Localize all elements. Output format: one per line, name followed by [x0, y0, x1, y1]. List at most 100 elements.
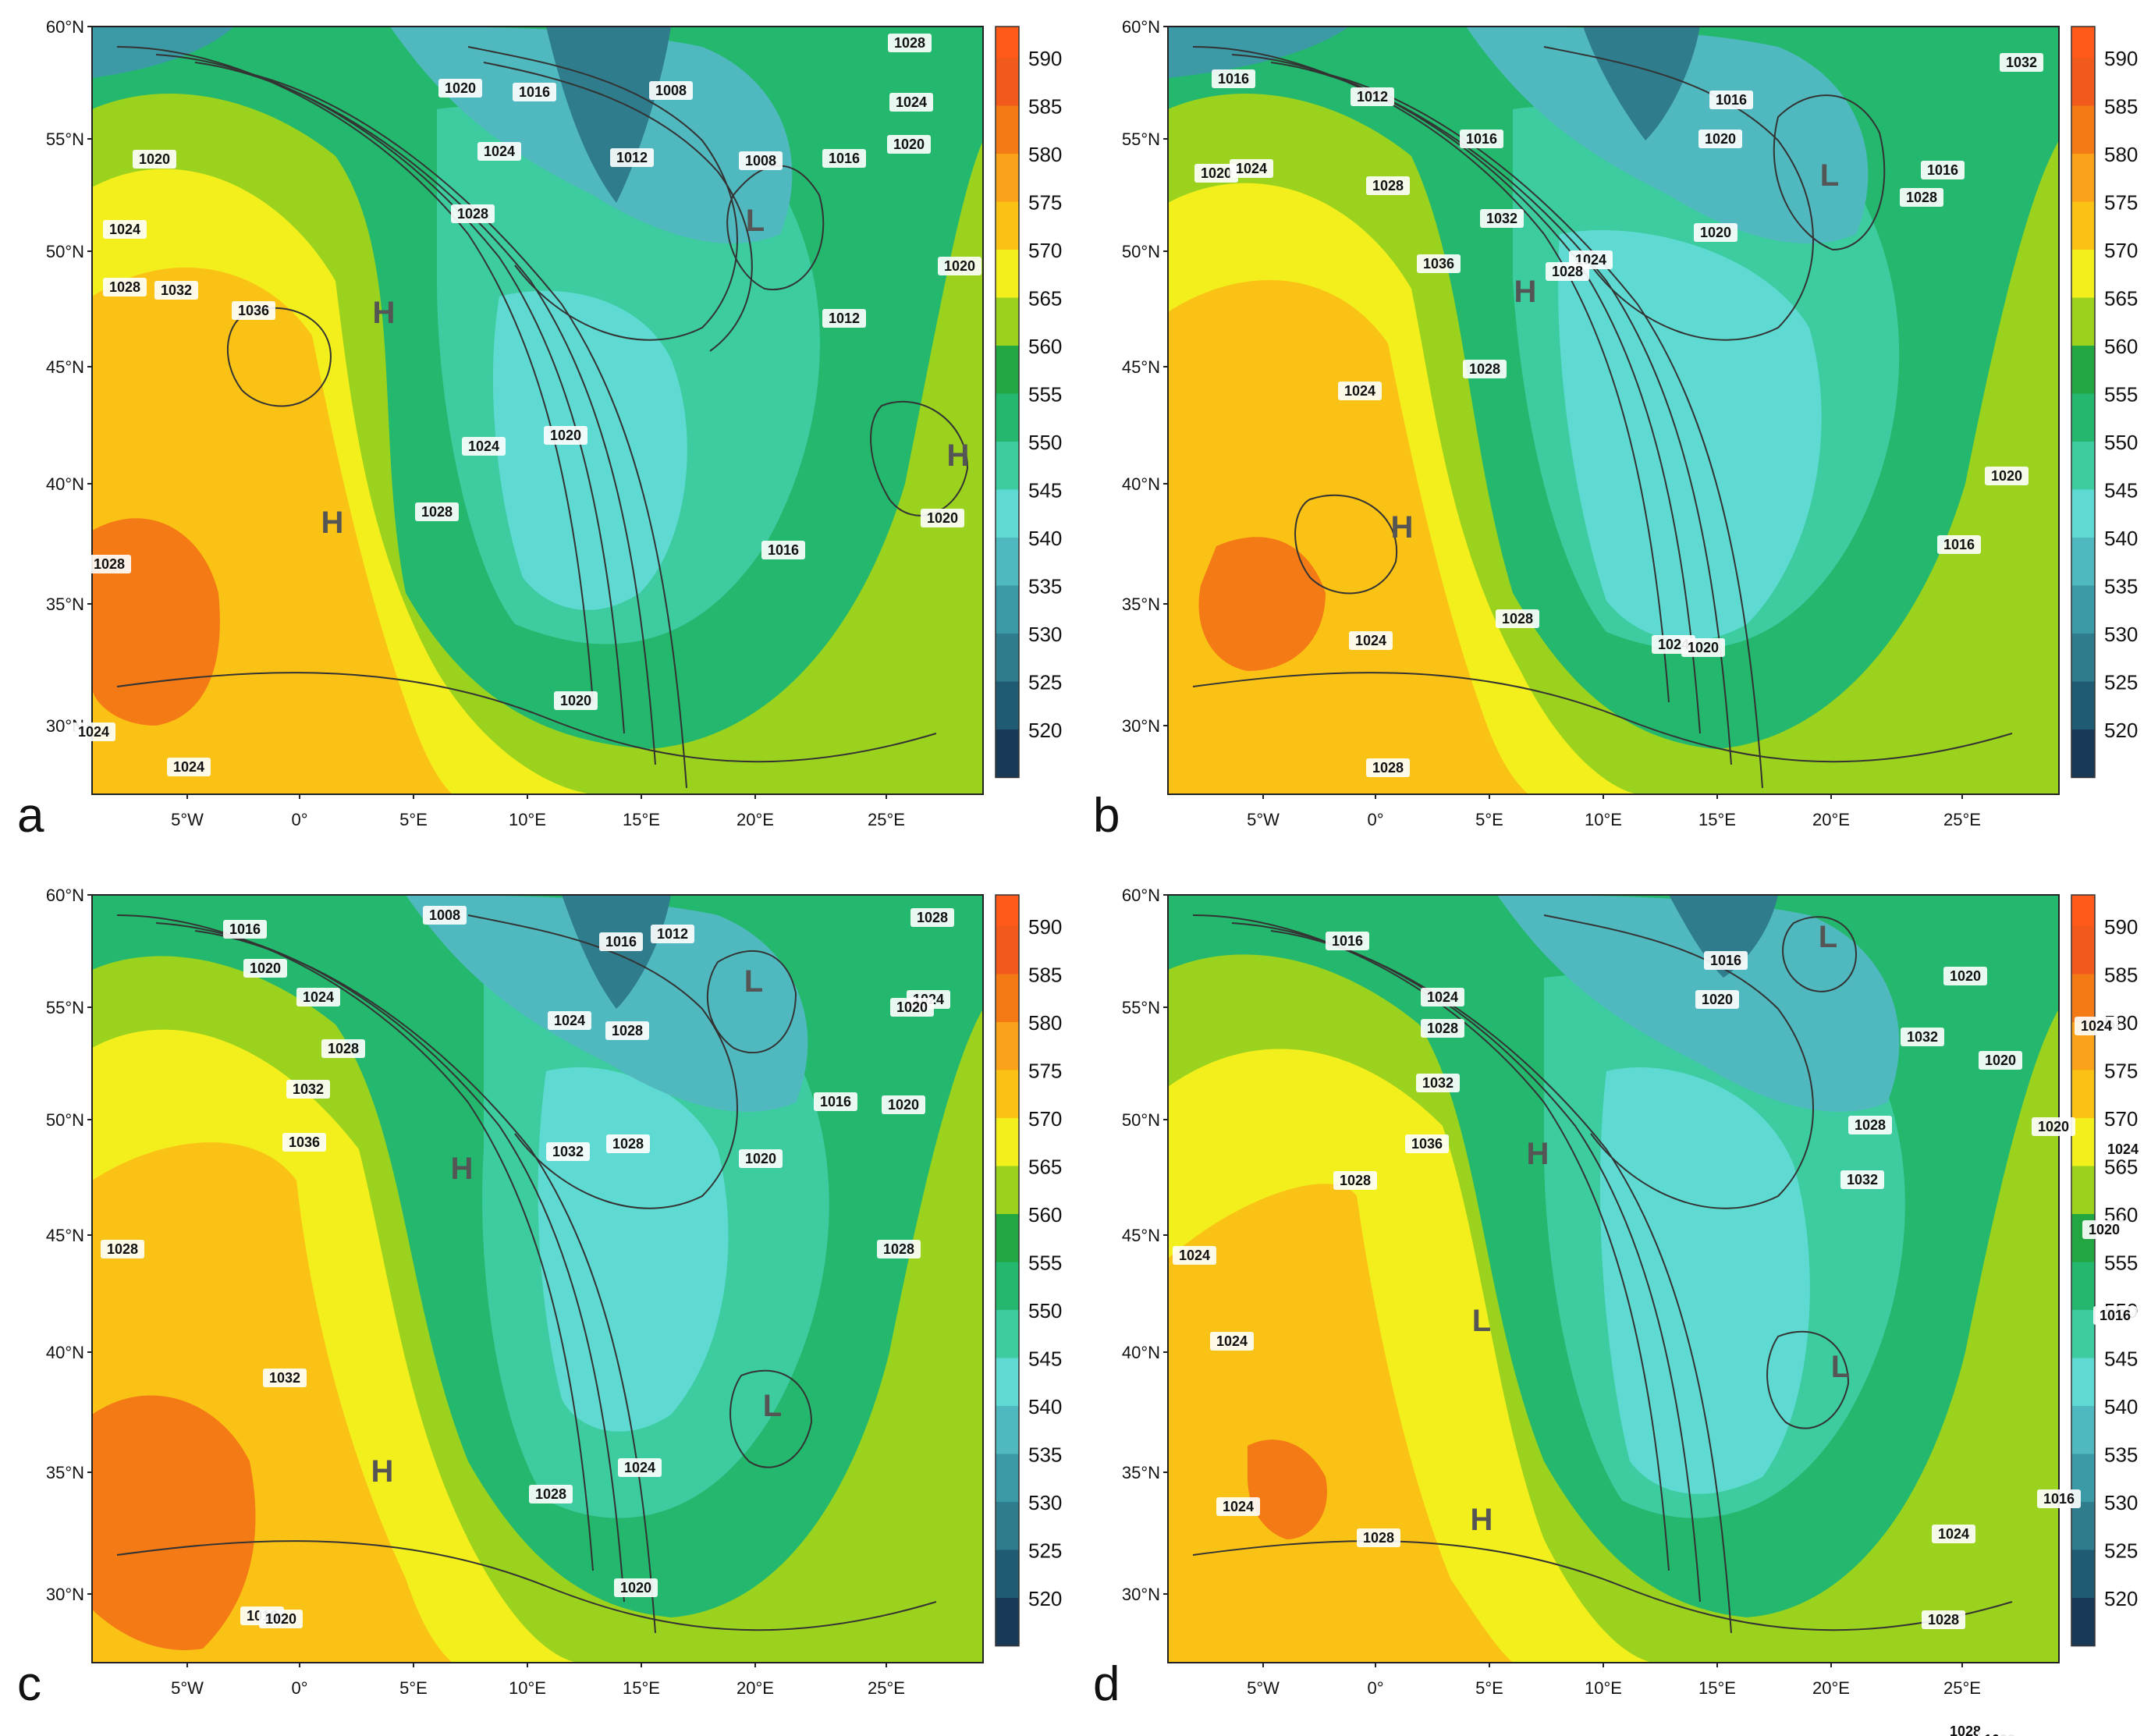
pressure-label: 1024 [618, 1458, 662, 1477]
colorbar-swatch [2071, 1502, 2095, 1550]
svg-text:1020: 1020 [1700, 225, 1731, 240]
panel-letter: b [1093, 789, 1120, 843]
pressure-label: 1024 [167, 758, 211, 776]
lon-label: 5°W [171, 1678, 204, 1698]
lon-label: 15°E [1698, 810, 1736, 829]
pressure-label: 1020 [882, 1095, 925, 1114]
colorbar-label: 590 [2104, 915, 2138, 939]
svg-text:1012: 1012 [829, 311, 860, 326]
svg-text:1028: 1028 [1950, 1724, 1981, 1736]
colorbar-label: 580 [1028, 1011, 1062, 1035]
colorbar-swatch [2071, 105, 2095, 154]
colorbar-swatch [2071, 393, 2095, 442]
svg-text:1008: 1008 [745, 153, 776, 169]
svg-text:1032: 1032 [1847, 1172, 1878, 1188]
pressure-label: 1020 [1698, 130, 1742, 148]
low-marker: L [1472, 1304, 1491, 1338]
svg-text:1020: 1020 [265, 1611, 296, 1627]
panel-c: 60°N 55°N 50°N 45°N 40°N 35°N 30°N 5°W 0° 5°E 10°… [0, 868, 1075, 1736]
colorbar-swatch [996, 585, 1019, 634]
svg-text:1024: 1024 [1355, 633, 1386, 648]
svg-text:1024: 1024 [554, 1013, 585, 1028]
pressure-label: 1028 [1496, 609, 1539, 628]
map-frame [91, 26, 984, 795]
lon-label: 15°E [623, 810, 660, 829]
colorbar-swatch [2071, 585, 2095, 634]
colorbar-swatch [2071, 1262, 2095, 1310]
svg-text:1020: 1020 [1705, 131, 1736, 147]
lat-label: 55°N [1122, 998, 1160, 1017]
map-band-530 [1583, 27, 1700, 140]
svg-text:1016: 1016 [1710, 953, 1741, 968]
low-marker: L [1819, 920, 1837, 954]
pressure-label: 1016 [1326, 932, 1369, 950]
colorbar-top-swatch [2071, 27, 2095, 58]
pressure-labels: 1016 1016 1024 1020 1028 1032 1036 1024 1032 1028… [1173, 932, 2145, 1736]
pressure-label: 1024 [1998, 1733, 2042, 1736]
pressure-label: 1016 [822, 149, 866, 168]
pressure-label: 1012 [1351, 87, 1394, 106]
pressure-label: 1020 [133, 150, 176, 169]
pressure-label: 1020 [921, 509, 964, 527]
map-band-530 [562, 895, 671, 1009]
svg-text:1016: 1016 [829, 151, 860, 166]
pressure-label: 1012 [822, 309, 866, 328]
pressure-label: 1032 [154, 281, 198, 300]
pressure-label: 1024 [1216, 1497, 1260, 1516]
lon-label: 10°E [1585, 810, 1622, 829]
lon-label: 25°E [868, 810, 905, 829]
colorbar-label: 520 [2104, 719, 2138, 742]
pressure-label: 1028 [605, 1021, 649, 1040]
colorbar-label: 560 [1028, 1203, 1062, 1227]
lon-label: 10°E [509, 810, 546, 829]
colorbar-label: 555 [2104, 1251, 2138, 1275]
colorbar-swatch [2071, 974, 2095, 1022]
pressure-label: 1020 [938, 257, 981, 275]
pressure-label: 1016 [2093, 1306, 2137, 1325]
svg-text:1028: 1028 [894, 35, 925, 51]
pressure-label: 1028 [415, 502, 459, 521]
colorbar-swatch [996, 1550, 1019, 1598]
pressure-label: 1028 [451, 204, 495, 223]
svg-text:1028: 1028 [1427, 1021, 1458, 1036]
svg-text:1012: 1012 [657, 926, 688, 942]
svg-text:1016: 1016 [768, 542, 799, 558]
colorbar-label: 535 [2104, 575, 2138, 598]
isobars [116, 46, 969, 789]
colorbar-frame [995, 26, 1020, 779]
high-marker: H [1514, 275, 1537, 309]
pressure-label: 1028 [1848, 1116, 1892, 1134]
colorbar-swatch [2071, 926, 2095, 975]
svg-text:1016: 1016 [1466, 131, 1497, 147]
svg-text:1028: 1028 [1372, 178, 1404, 193]
lat-labels: 60°N 55°N 50°N 45°N 40°N 35°N 30°N [1122, 17, 1168, 736]
lon-labels: 5°W 0° 5°E 10°E 15°E 20°E 25°E [1247, 794, 1981, 829]
svg-text:1028: 1028 [109, 279, 140, 295]
lon-label: 20°E [737, 1678, 774, 1698]
svg-text:1020: 1020 [2038, 1119, 2069, 1134]
pressure-label: 1024 [1338, 382, 1382, 400]
pressure-label: 1032 [546, 1142, 590, 1161]
lon-label: 25°E [868, 1678, 905, 1698]
panel-d: 60°N 55°N 50°N 45°N 40°N 35°N 30°N 5°W 0° 5°E 10°… [1076, 868, 2151, 1736]
colorbar-swatch [996, 58, 1019, 106]
colorbar-label: 545 [1028, 479, 1062, 502]
svg-text:1028: 1028 [457, 206, 488, 222]
colorbar-label: 525 [2104, 1539, 2138, 1563]
lat-label: 40°N [1122, 1343, 1160, 1362]
colorbar-label: 540 [1028, 1395, 1062, 1418]
colorbar-swatch [996, 201, 1019, 250]
pressure-label: 1024 [1230, 159, 1273, 178]
lon-label: 5°W [1247, 810, 1280, 829]
pressure-label: 1036 [1405, 1134, 1449, 1153]
colorbar-swatch [996, 974, 1019, 1022]
pressure-labels: 1016 1012 1020 1024 1028 1036 1032 1028 1024 1016… [1194, 53, 2043, 777]
lon-label: 0° [1367, 1678, 1383, 1698]
colorbar-swatch [2071, 1166, 2095, 1214]
lon-label: 5°E [399, 810, 428, 829]
colorbar-swatch [2071, 1358, 2095, 1406]
colorbar-top-swatch [2071, 895, 2095, 926]
svg-text:1028: 1028 [421, 504, 453, 520]
lat-label: 30°N [1122, 716, 1160, 736]
colorbar-label: 590 [1028, 915, 1062, 939]
